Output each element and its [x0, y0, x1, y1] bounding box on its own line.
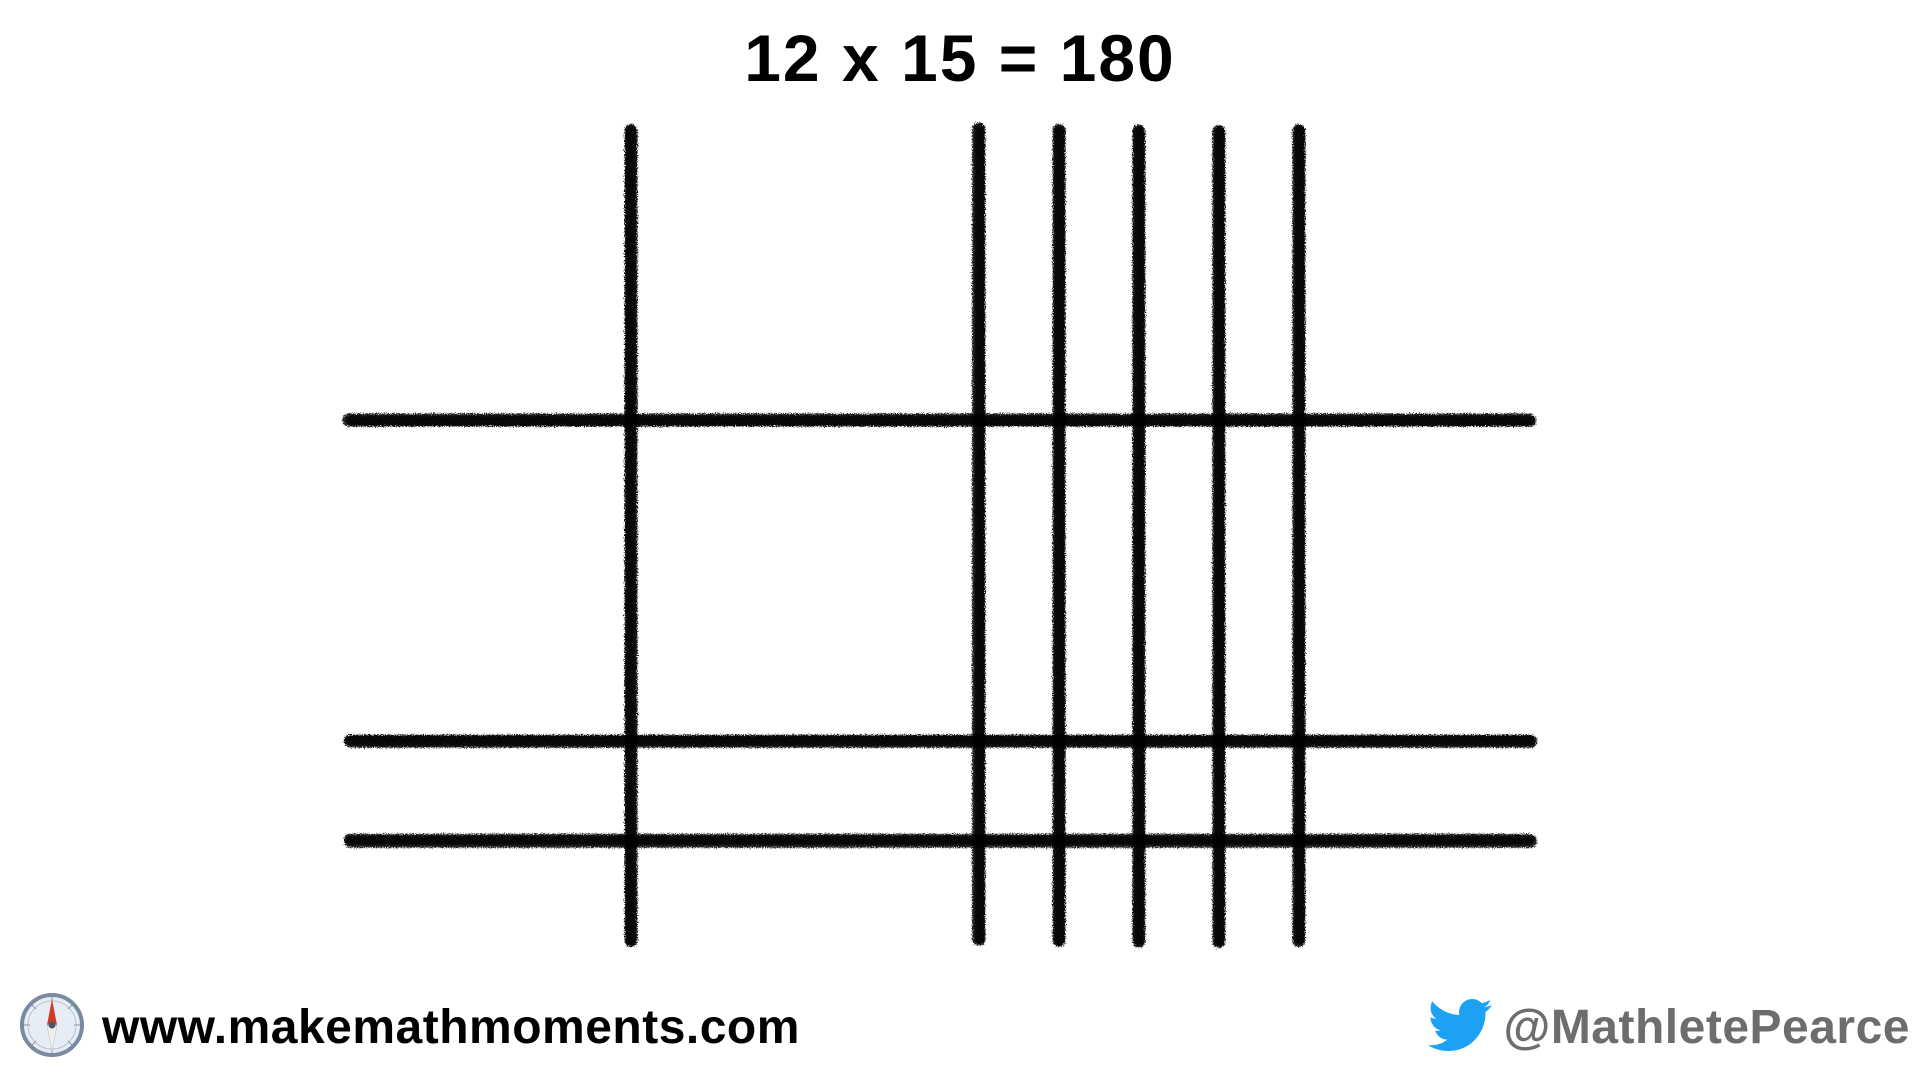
footer-right: @MathletePearce	[1428, 993, 1910, 1062]
compass-icon	[20, 993, 84, 1062]
equation-title: 12 x 15 = 180	[0, 20, 1920, 96]
diagram-svg	[340, 120, 1540, 950]
multiplication-diagram	[340, 120, 1540, 950]
twitter-handle[interactable]: @MathletePearce	[1504, 1000, 1910, 1055]
website-url[interactable]: www.makemathmoments.com	[102, 1000, 800, 1055]
twitter-icon	[1428, 993, 1492, 1062]
footer-left: www.makemathmoments.com	[20, 993, 800, 1062]
footer: www.makemathmoments.com @MathletePearce	[0, 992, 1920, 1062]
slide-container: 12 x 15 = 180	[0, 0, 1920, 1080]
